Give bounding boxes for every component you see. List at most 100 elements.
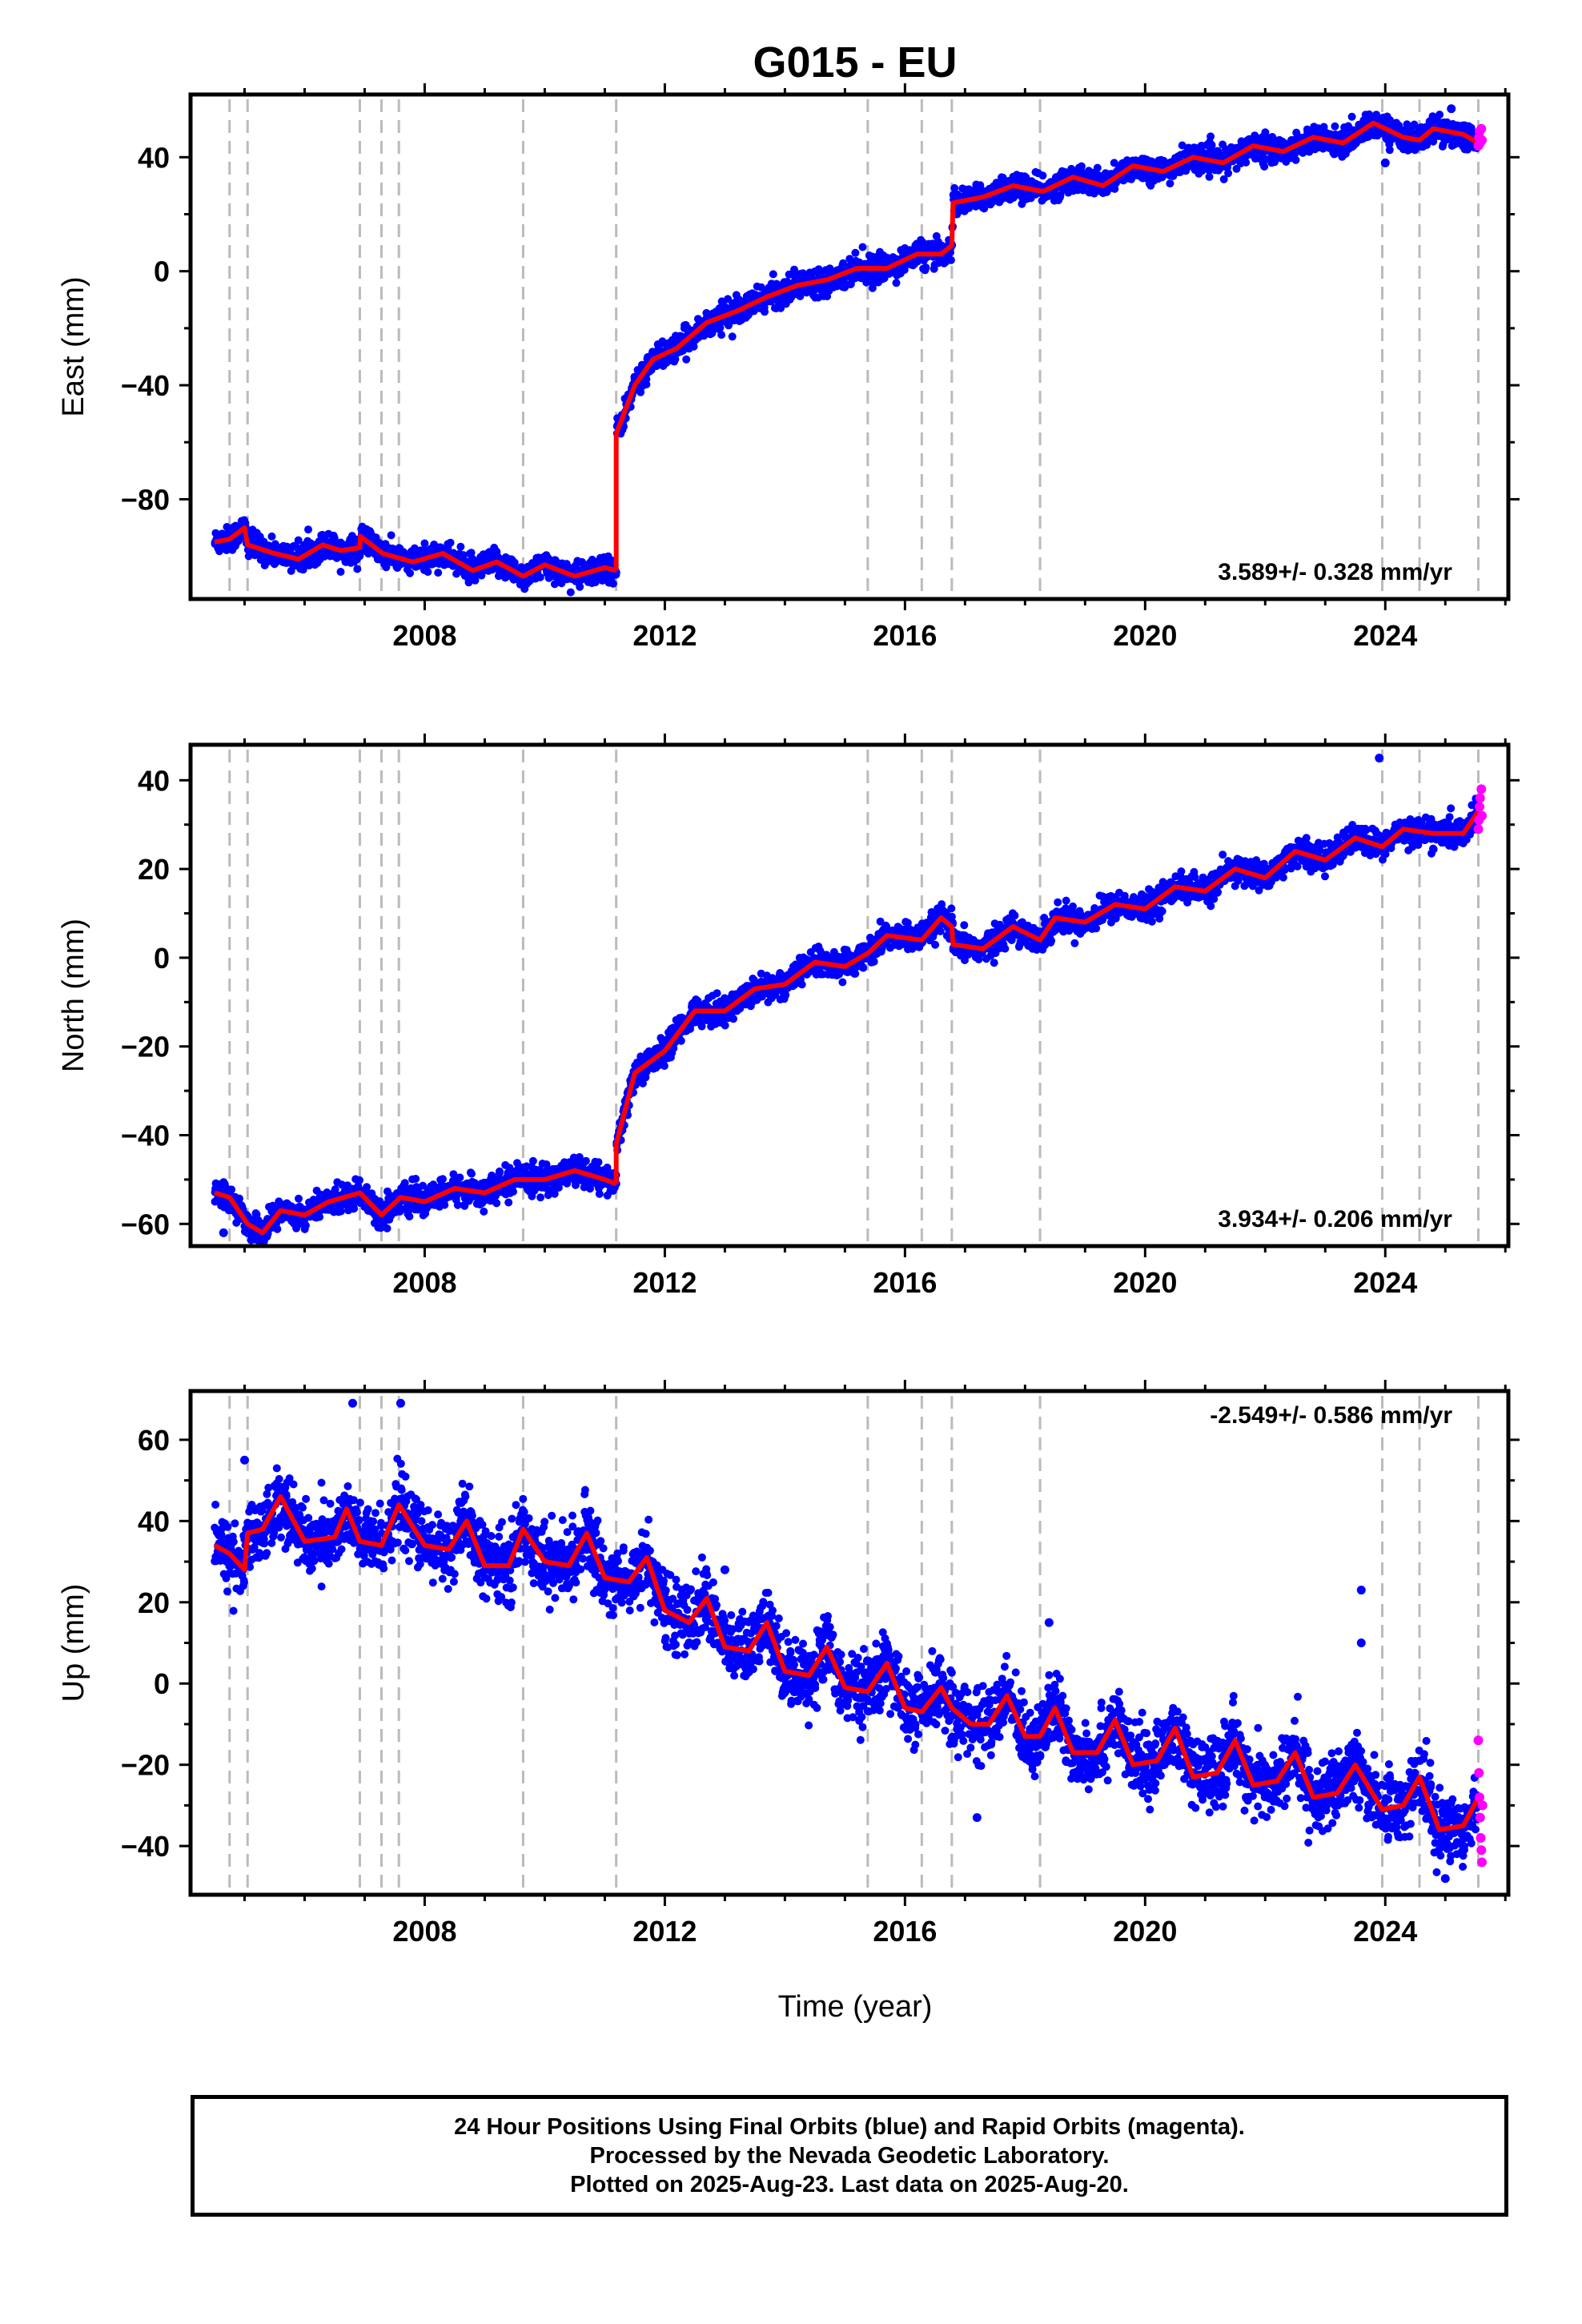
north-final-point: [513, 1159, 521, 1168]
east-final-point: [510, 558, 519, 567]
north-final-point: [697, 1022, 706, 1031]
east-final-point: [1261, 128, 1270, 137]
east-final-point: [950, 183, 959, 192]
north-final-point: [355, 1176, 363, 1184]
east-final-point: [536, 573, 544, 581]
north-final-point: [336, 1207, 345, 1216]
north-final-point: [468, 1169, 476, 1178]
north-final-point: [594, 1158, 603, 1167]
east-final-point: [1347, 112, 1356, 121]
east-final-point: [1219, 175, 1228, 183]
north-final-point: [350, 1204, 359, 1213]
east-final-point: [717, 331, 726, 340]
east-final-point: [304, 525, 312, 534]
north-final-point: [295, 1194, 303, 1203]
east-outlier-point-0: [1380, 158, 1390, 167]
east-final-point: [576, 582, 584, 591]
east-x-tick-label-0: 2008: [392, 619, 456, 652]
north-final-point: [677, 1036, 685, 1045]
east-final-point: [608, 579, 617, 588]
east-y-tick-label-1: −40: [121, 369, 170, 402]
east-final-point: [1395, 121, 1403, 130]
east-final-point: [790, 265, 798, 274]
north-final-point: [315, 1212, 324, 1221]
east-y-axis-label: East (mm): [57, 276, 90, 416]
east-final-point: [1205, 172, 1214, 181]
east-final-point: [642, 380, 651, 388]
east-final-point: [1038, 171, 1047, 180]
east-rapid-orbit-point-4: [1476, 123, 1487, 134]
east-x-tick-label-3: 2020: [1113, 619, 1177, 652]
north-final-point: [550, 1189, 559, 1198]
east-x-tick-label-2: 2016: [873, 619, 937, 652]
east-y-tick-label-0: −80: [121, 483, 170, 516]
east-final-point: [387, 531, 396, 540]
east-plot-frame: [188, 92, 1511, 601]
east-y-tick-label-3: 40: [138, 141, 170, 174]
north-panel: 2008 2012 2016 2020 2024−60−40−2002040North …: [57, 734, 1520, 1299]
east-outlier-point-2: [432, 557, 441, 567]
east-final-point: [471, 576, 480, 585]
east-final-point: [946, 255, 955, 264]
east-final-point: [456, 542, 465, 551]
north-final-point: [405, 1212, 414, 1220]
north-final-point: [495, 1169, 504, 1178]
east-final-point: [299, 565, 307, 574]
east-outlier-point-1: [1447, 104, 1456, 114]
east-final-point: [223, 523, 231, 531]
east-final-point: [760, 304, 769, 312]
north-final-point: [383, 1224, 391, 1232]
east-final-point: [921, 263, 930, 272]
north-final-point: [235, 1194, 243, 1203]
east-final-point: [424, 568, 432, 577]
east-final-point: [689, 342, 698, 351]
north-final-point: [542, 1160, 551, 1168]
east-final-point: [1232, 164, 1241, 173]
north-final-point: [575, 1152, 584, 1161]
east-final-point: [1166, 179, 1174, 188]
north-final-point: [412, 1175, 420, 1183]
east-final-point: [728, 332, 737, 341]
east-final-point: [294, 536, 303, 545]
east-final-point: [636, 388, 645, 396]
east-final-point: [353, 565, 362, 573]
north-final-point: [419, 1181, 428, 1190]
north-final-point: [301, 1221, 310, 1230]
east-model-line-0: [214, 525, 617, 579]
north-final-point: [492, 1199, 501, 1208]
east-final-point: [1207, 132, 1215, 141]
north-final-point: [456, 1173, 464, 1182]
north-final-point: [331, 1185, 339, 1194]
north-final-orbit-points: [211, 754, 1481, 1246]
east-final-point: [1291, 155, 1300, 164]
east-final-point: [330, 533, 339, 542]
east-x-tick-label-4: 2024: [1353, 619, 1417, 652]
east-final-point: [1224, 169, 1233, 178]
north-final-point: [603, 1164, 612, 1172]
east-final-point: [892, 279, 901, 287]
figure-title: G015 - EU: [753, 38, 957, 86]
east-final-point: [1093, 163, 1102, 172]
east-final-point: [382, 563, 391, 572]
east-final-point: [267, 532, 276, 541]
east-final-point: [769, 270, 777, 279]
north-final-point: [453, 1200, 462, 1209]
north-final-point: [581, 1156, 590, 1165]
north-final-point: [504, 1198, 513, 1207]
north-final-point: [572, 1180, 580, 1189]
north-final-point: [400, 1179, 409, 1188]
north-final-point: [638, 1079, 647, 1088]
east-final-point: [1331, 122, 1339, 131]
east-final-point: [1077, 162, 1086, 171]
east-final-point: [851, 248, 860, 257]
north-final-point: [227, 1185, 236, 1194]
north-final-point: [554, 1184, 563, 1192]
east-final-point: [420, 539, 429, 548]
east-final-point: [1435, 111, 1444, 119]
east-final-point: [612, 570, 620, 579]
east-final-point: [1207, 141, 1216, 150]
north-final-point: [660, 1062, 669, 1070]
east-final-point: [467, 549, 476, 557]
